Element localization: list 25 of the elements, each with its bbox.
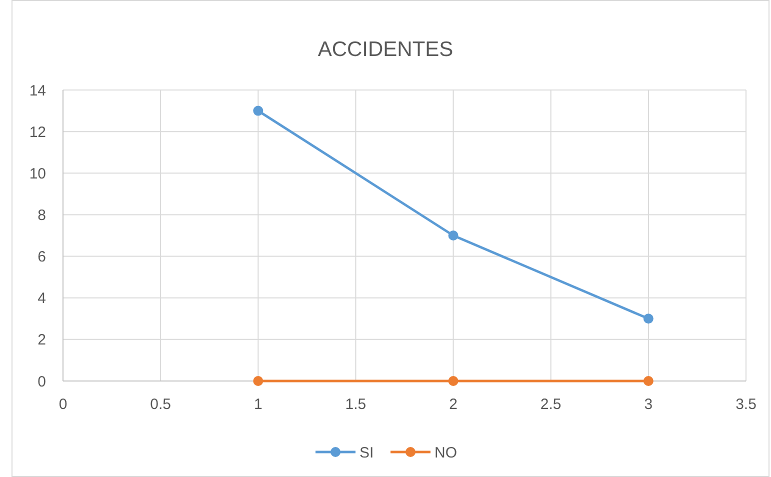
y-tick-label: 14 bbox=[29, 82, 46, 100]
y-tick-label: 10 bbox=[29, 165, 46, 182]
point bbox=[643, 376, 654, 386]
x-tick-label: 1 bbox=[254, 396, 262, 413]
point bbox=[643, 314, 654, 324]
x-tick-label: 0.5 bbox=[150, 396, 171, 413]
x-tick-label: 0 bbox=[58, 396, 68, 413]
y-tick-label: 8 bbox=[38, 206, 46, 224]
x-tick-label: 2.5 bbox=[540, 396, 562, 413]
x-tick-label: 2 bbox=[449, 396, 458, 413]
point bbox=[253, 376, 264, 386]
x-tick-label: 3 bbox=[644, 396, 653, 413]
point bbox=[253, 106, 264, 116]
y-tick-label: 0 bbox=[38, 373, 46, 390]
y-tick-label: 2 bbox=[38, 332, 46, 349]
y-tick-label: 6 bbox=[38, 248, 46, 266]
x-tick-label: 3.5 bbox=[736, 396, 756, 413]
x-tick-label: 1.5 bbox=[345, 396, 366, 413]
legend-label: SI bbox=[360, 444, 374, 462]
point bbox=[448, 230, 458, 240]
y-tick-label: 4 bbox=[38, 290, 46, 308]
chart-title: ACCIDENTES bbox=[318, 38, 454, 61]
legend-label: NO bbox=[434, 444, 457, 462]
point bbox=[448, 376, 458, 386]
y-tick-label: 12 bbox=[29, 124, 46, 141]
